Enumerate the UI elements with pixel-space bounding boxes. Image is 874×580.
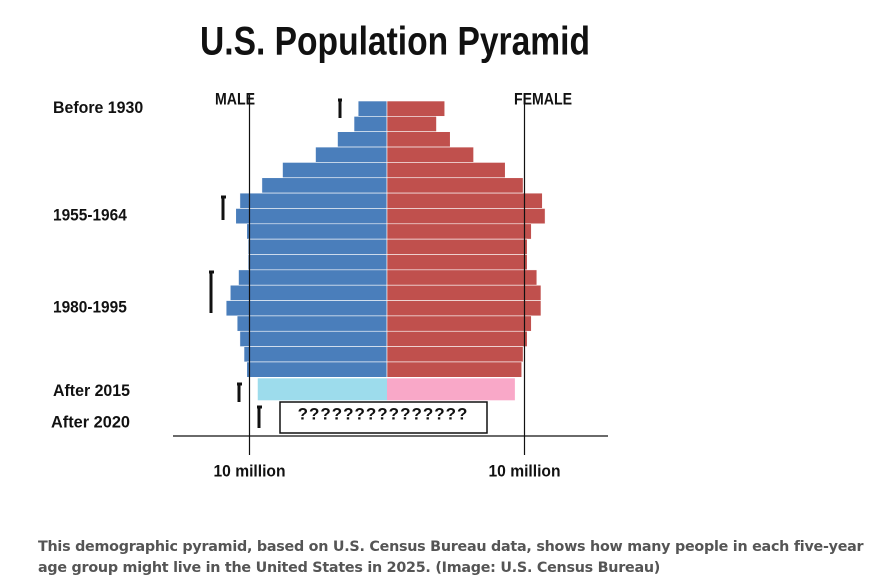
female-bar bbox=[386, 116, 437, 132]
male-bar bbox=[246, 223, 388, 240]
female-bar bbox=[386, 177, 524, 194]
male-bar bbox=[229, 284, 388, 301]
male-bar bbox=[236, 315, 388, 332]
bracket bbox=[209, 270, 214, 313]
bracket bbox=[338, 98, 342, 118]
female-bar bbox=[386, 315, 532, 332]
male-label: MALE bbox=[215, 89, 255, 108]
female-bar bbox=[386, 146, 474, 163]
female-bar bbox=[386, 223, 532, 240]
female-bar bbox=[386, 192, 543, 209]
male-bar bbox=[315, 146, 388, 163]
male-bar bbox=[247, 254, 388, 271]
projection-bar bbox=[257, 378, 387, 401]
male-bar bbox=[225, 300, 388, 317]
bracket bbox=[257, 405, 262, 428]
male-bar bbox=[246, 361, 388, 378]
brackets bbox=[209, 98, 342, 428]
male-bar bbox=[353, 116, 388, 132]
female-bar bbox=[386, 100, 446, 117]
scale-label: 10 million bbox=[214, 461, 286, 480]
male-bar bbox=[243, 346, 388, 363]
female-label: FEMALE bbox=[514, 89, 572, 108]
female-bar bbox=[386, 284, 542, 301]
age-label: Before 1930 bbox=[53, 98, 143, 117]
age-label: After 2015 bbox=[53, 381, 130, 400]
caption: This demographic pyramid, based on U.S. … bbox=[38, 539, 864, 576]
age-label: 1955-1964 bbox=[53, 206, 127, 225]
age-label: After 2020 bbox=[51, 412, 130, 431]
female-bar bbox=[386, 238, 528, 255]
unknown-box bbox=[279, 401, 488, 434]
male-bar bbox=[235, 208, 388, 225]
female-bar bbox=[386, 162, 506, 179]
projection-bar bbox=[387, 378, 515, 401]
female-bar bbox=[386, 346, 524, 363]
female-bar bbox=[386, 330, 528, 347]
chart-title: U.S. Population Pyramid bbox=[200, 20, 590, 64]
male-bar bbox=[239, 330, 388, 347]
female-bar bbox=[386, 300, 542, 317]
male-bar bbox=[261, 177, 388, 194]
female-bar bbox=[386, 361, 523, 378]
male-bar bbox=[282, 162, 388, 179]
male-bar bbox=[239, 192, 388, 209]
bracket bbox=[221, 195, 226, 220]
male-bar bbox=[247, 238, 388, 255]
age-label: 1980-1995 bbox=[53, 298, 127, 317]
male-bar bbox=[238, 269, 388, 286]
bracket bbox=[237, 382, 242, 402]
female-bar bbox=[386, 131, 451, 148]
chart: U.S. Population Pyramid MALE FEMALE Befo… bbox=[51, 20, 608, 480]
scale-label: 10 million bbox=[489, 461, 561, 480]
unknown-label: ??????????????? bbox=[298, 404, 469, 423]
female-bar bbox=[386, 208, 546, 225]
female-bar bbox=[386, 269, 538, 286]
female-bar bbox=[386, 254, 528, 271]
male-bar bbox=[357, 100, 388, 117]
male-bar bbox=[337, 131, 388, 148]
